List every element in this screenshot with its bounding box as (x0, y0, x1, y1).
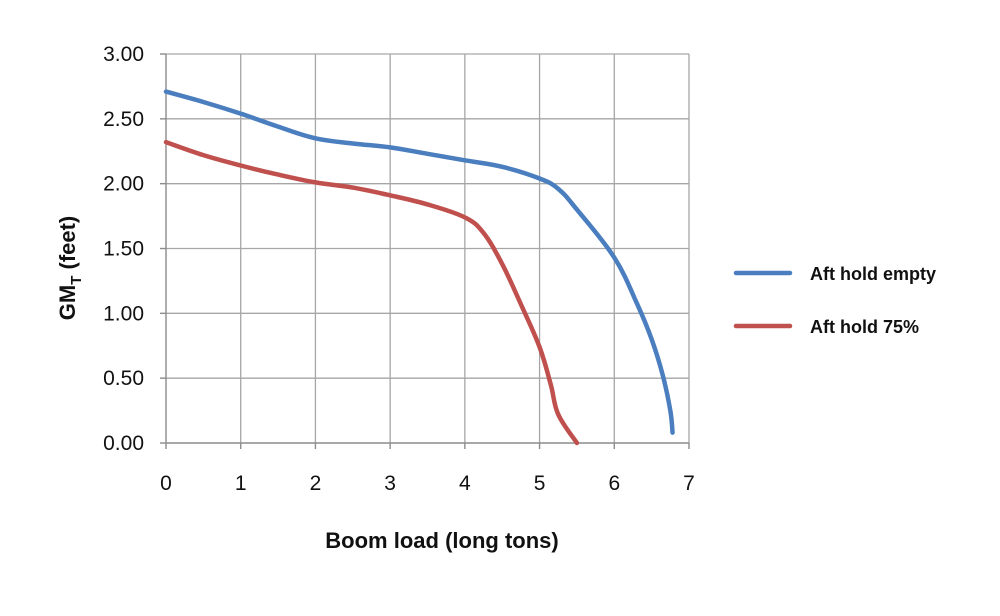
y-axis-title: GMT (feet) (55, 216, 85, 321)
tick-labels: 0 1 2 3 4 5 6 7 0.00 0.50 1.00 1.50 2.00 2.50 3.00 (103, 43, 695, 495)
x-tick-label-3: 3 (384, 472, 396, 495)
y-tick-label-3.00: 3.00 (103, 43, 144, 66)
legend-label-aft-hold-empty: Aft hold empty (810, 264, 936, 284)
y-tick-label-0.50: 0.50 (103, 367, 144, 390)
x-tick-label-7: 7 (683, 472, 695, 495)
x-tick-label-2: 2 (310, 472, 322, 495)
series-lines (163, 89, 675, 446)
series-line-aft-hold-75 (163, 139, 580, 446)
y-tick-label-2.00: 2.00 (103, 173, 144, 196)
axes (160, 53, 690, 449)
y-tick-label-2.50: 2.50 (103, 108, 144, 131)
y-tick-label-0.00: 0.00 (103, 432, 144, 455)
x-tick-label-4: 4 (459, 472, 471, 495)
x-tick-label-0: 0 (160, 472, 172, 495)
series-line-aft-hold-empty (163, 89, 675, 435)
legend: Aft hold empty Aft hold 75% (733, 264, 936, 337)
x-tick-label-1: 1 (235, 472, 247, 495)
x-axis-title: Boom load (long tons) (325, 528, 558, 553)
x-tick-label-6: 6 (608, 472, 620, 495)
y-axis-title-subscript: T (68, 276, 85, 285)
y-axis-title-main: GM (55, 285, 80, 320)
y-tick-label-1.50: 1.50 (103, 238, 144, 261)
y-axis-title-suffix: (feet) (55, 216, 80, 276)
legend-label-aft-hold-75: Aft hold 75% (810, 317, 919, 337)
y-tick-label-1.00: 1.00 (103, 302, 144, 325)
x-tick-label-5: 5 (534, 472, 546, 495)
